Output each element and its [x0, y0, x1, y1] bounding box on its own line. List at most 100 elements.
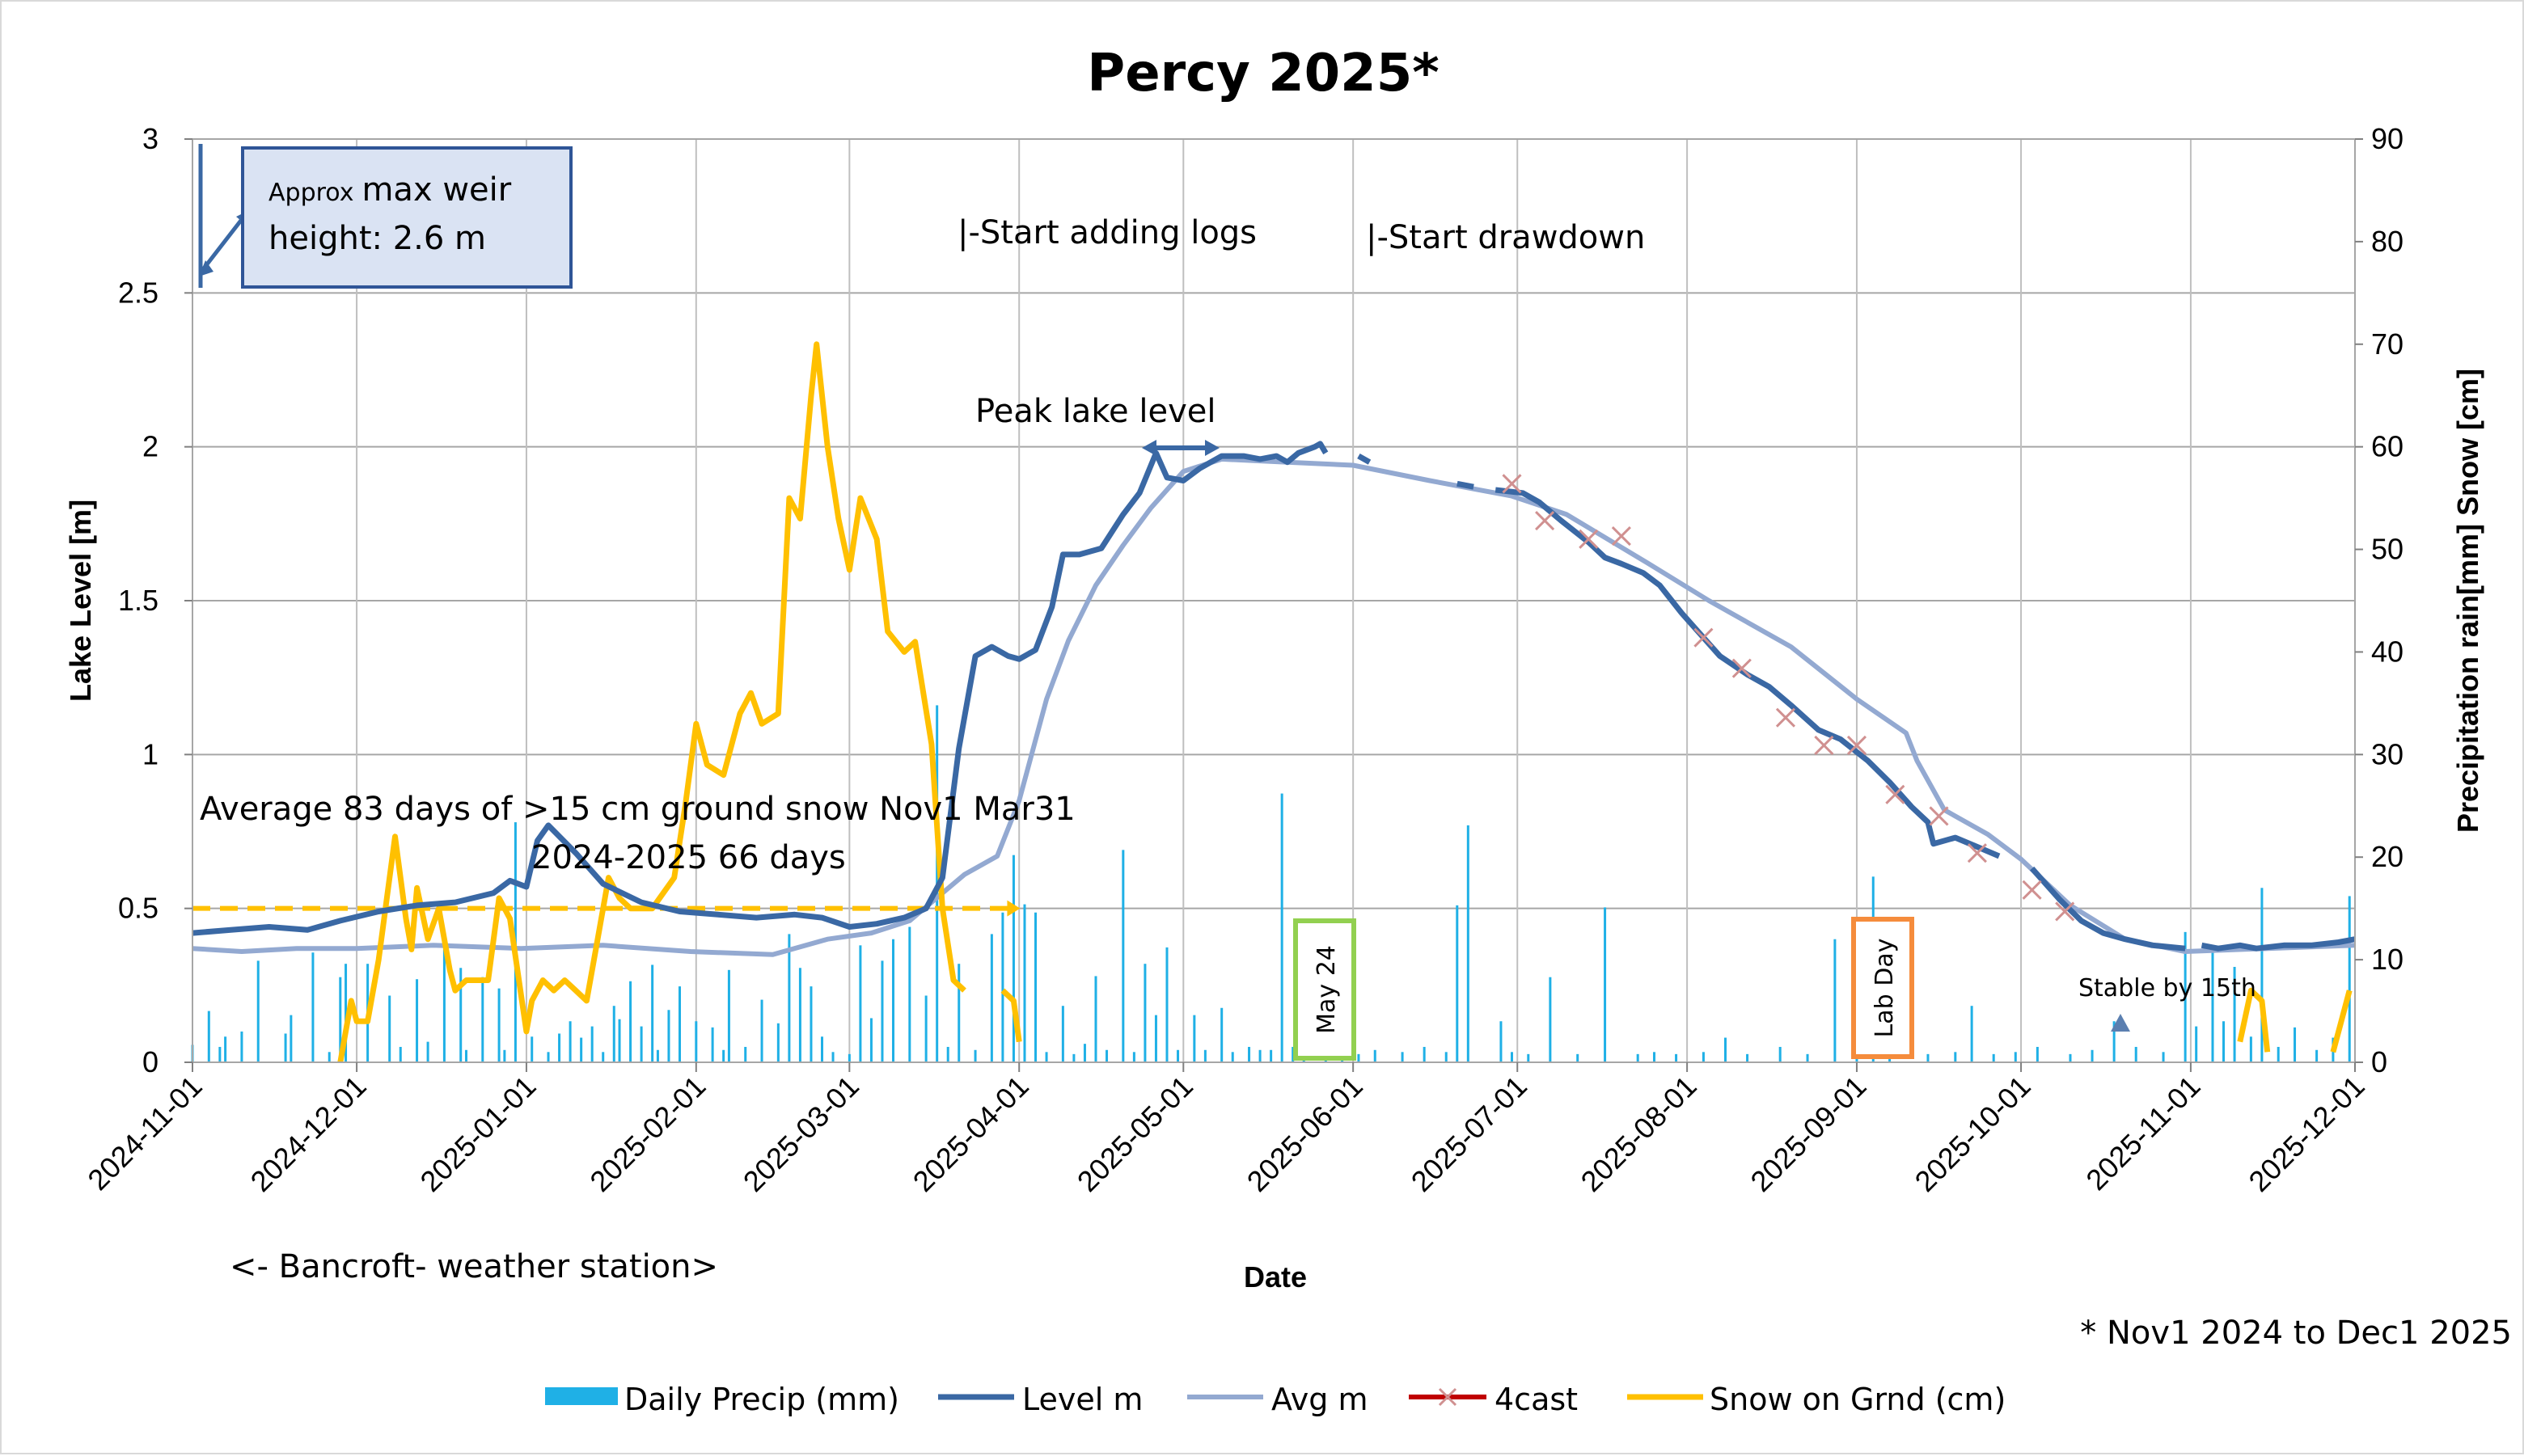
precip-bar	[1023, 904, 1026, 1062]
y2-tick-label: 10	[2371, 943, 2404, 976]
x-tick-label: 2025-02-01	[583, 1070, 712, 1198]
forecast-marker	[1929, 806, 1949, 826]
precip-bar	[1122, 850, 1125, 1062]
precip-bar	[1083, 1044, 1086, 1062]
x-tick-label: 2025-04-01	[907, 1070, 1035, 1198]
precip-bar	[1357, 1053, 1360, 1062]
precip-bar	[831, 1052, 835, 1062]
precip-bar	[678, 986, 681, 1062]
x-tick-label: 2025-06-01	[1241, 1070, 1369, 1198]
precip-bar	[345, 964, 348, 1062]
precip-bar	[481, 977, 484, 1062]
precip-bar	[1604, 907, 1607, 1062]
weir-box	[241, 146, 573, 289]
precip-bar	[224, 1036, 227, 1062]
may24-label: May 24	[1313, 945, 1341, 1034]
precip-bar	[290, 1015, 293, 1062]
snow-line	[337, 341, 966, 1063]
precip-bar	[990, 934, 993, 1062]
x-tick-label: 2025-10-01	[1909, 1070, 2037, 1198]
precip-bar	[569, 1021, 572, 1062]
y2-axis-ticks: 0 10 20 30 40 50 60 70 80 90	[2355, 122, 2404, 1078]
y2-tick-label: 80	[2371, 225, 2404, 258]
series-lines	[192, 341, 2356, 1063]
snow-average-arrow-icon	[1007, 900, 1021, 917]
y2-tick-label: 60	[2371, 430, 2404, 463]
precip-bar	[629, 981, 632, 1062]
level-line	[2201, 936, 2356, 952]
precip-bar	[760, 999, 763, 1062]
precip-bar	[2315, 1049, 2319, 1062]
y2-tick-label: 0	[2371, 1045, 2387, 1078]
precip-bar	[2162, 1052, 2165, 1062]
station-annotation: <- Bancroft- weather station>	[230, 1248, 718, 1285]
forecast-marker	[2055, 901, 2075, 922]
precip-bar	[503, 1049, 506, 1062]
precip-bar	[1499, 1021, 1503, 1062]
precip-bar	[426, 1041, 429, 1062]
forecast-marker	[2022, 880, 2042, 900]
precip-bar	[328, 1052, 331, 1062]
precip-bar	[1444, 1052, 1448, 1062]
precip-bar	[1203, 1049, 1207, 1062]
forecast-marker	[1693, 627, 1714, 648]
precip-bar	[1456, 905, 1459, 1062]
precip-bar	[946, 1046, 949, 1062]
precip-bar	[2112, 1021, 2116, 1062]
precip-bar	[1094, 976, 1097, 1062]
x-tick-label: 2024-12-01	[244, 1070, 373, 1198]
precip-bar	[2195, 1026, 2198, 1062]
precip-bar	[207, 1011, 210, 1062]
precip-bar	[1034, 912, 1038, 1062]
labday-box: Lab Day	[1851, 917, 1914, 1059]
precip-bar	[1373, 1049, 1376, 1062]
stable-marker-icon	[2111, 1014, 2130, 1032]
precip-bar	[339, 977, 342, 1062]
level-line	[192, 441, 1329, 936]
snow-2025-annotation: 2024-2025 66 days	[531, 839, 846, 876]
precip-bar	[1926, 1053, 1930, 1062]
legend-swatch-precip	[545, 1387, 618, 1405]
peak-annotation: Peak lake level	[975, 393, 1216, 430]
precip-bar	[531, 1036, 534, 1062]
forecast-marker	[1885, 784, 1905, 804]
precip-bar	[399, 1046, 402, 1062]
precip-bar	[256, 960, 260, 1062]
precip-bar	[810, 986, 813, 1062]
precip-bar	[2233, 966, 2236, 1062]
precip-bar	[892, 939, 895, 1062]
precip-bar	[1527, 1053, 1530, 1062]
snow-line	[2237, 987, 2271, 1053]
precip-bar	[1954, 1052, 1957, 1062]
precip-bar	[722, 1049, 725, 1062]
precip-bar	[1292, 1046, 1295, 1062]
forecast-marker	[1967, 843, 1987, 863]
precip-bar	[590, 1026, 594, 1062]
y2-tick-label: 90	[2371, 122, 2404, 155]
precip-bar	[869, 1018, 873, 1062]
precip-bar	[2211, 950, 2214, 1062]
precip-bar	[1248, 1046, 1251, 1062]
x-axis-label: Date	[1244, 1260, 1307, 1294]
forecast-marker	[1502, 474, 1522, 494]
precip-bar	[1778, 1046, 1782, 1062]
precip-bar	[711, 1027, 714, 1062]
y-tick-label: 3	[142, 122, 159, 155]
precip-bar	[695, 1021, 698, 1062]
legend-label-4cast: 4cast	[1495, 1382, 1578, 1417]
precip-bar	[464, 1049, 467, 1062]
precip-bar	[618, 1019, 621, 1062]
forecast-marker	[1846, 735, 1867, 755]
weir-box-small: Approx	[268, 179, 353, 207]
weir-box-line2: height: 2.6 m	[268, 220, 486, 257]
date-range-note: * Nov1 2024 to Dec1 2025	[2080, 1315, 2512, 1352]
level-line	[1456, 480, 1474, 490]
y2-axis-label: Precipitation rain[mm] Snow [cm]	[2451, 369, 2484, 833]
precip-bar	[727, 969, 730, 1062]
precip-bar	[908, 926, 911, 1062]
precip-bar	[1231, 1052, 1234, 1062]
precip-bar	[459, 968, 463, 1062]
x-tick-label: 2025-01-01	[413, 1070, 542, 1198]
forecast-markers	[1502, 474, 2075, 922]
